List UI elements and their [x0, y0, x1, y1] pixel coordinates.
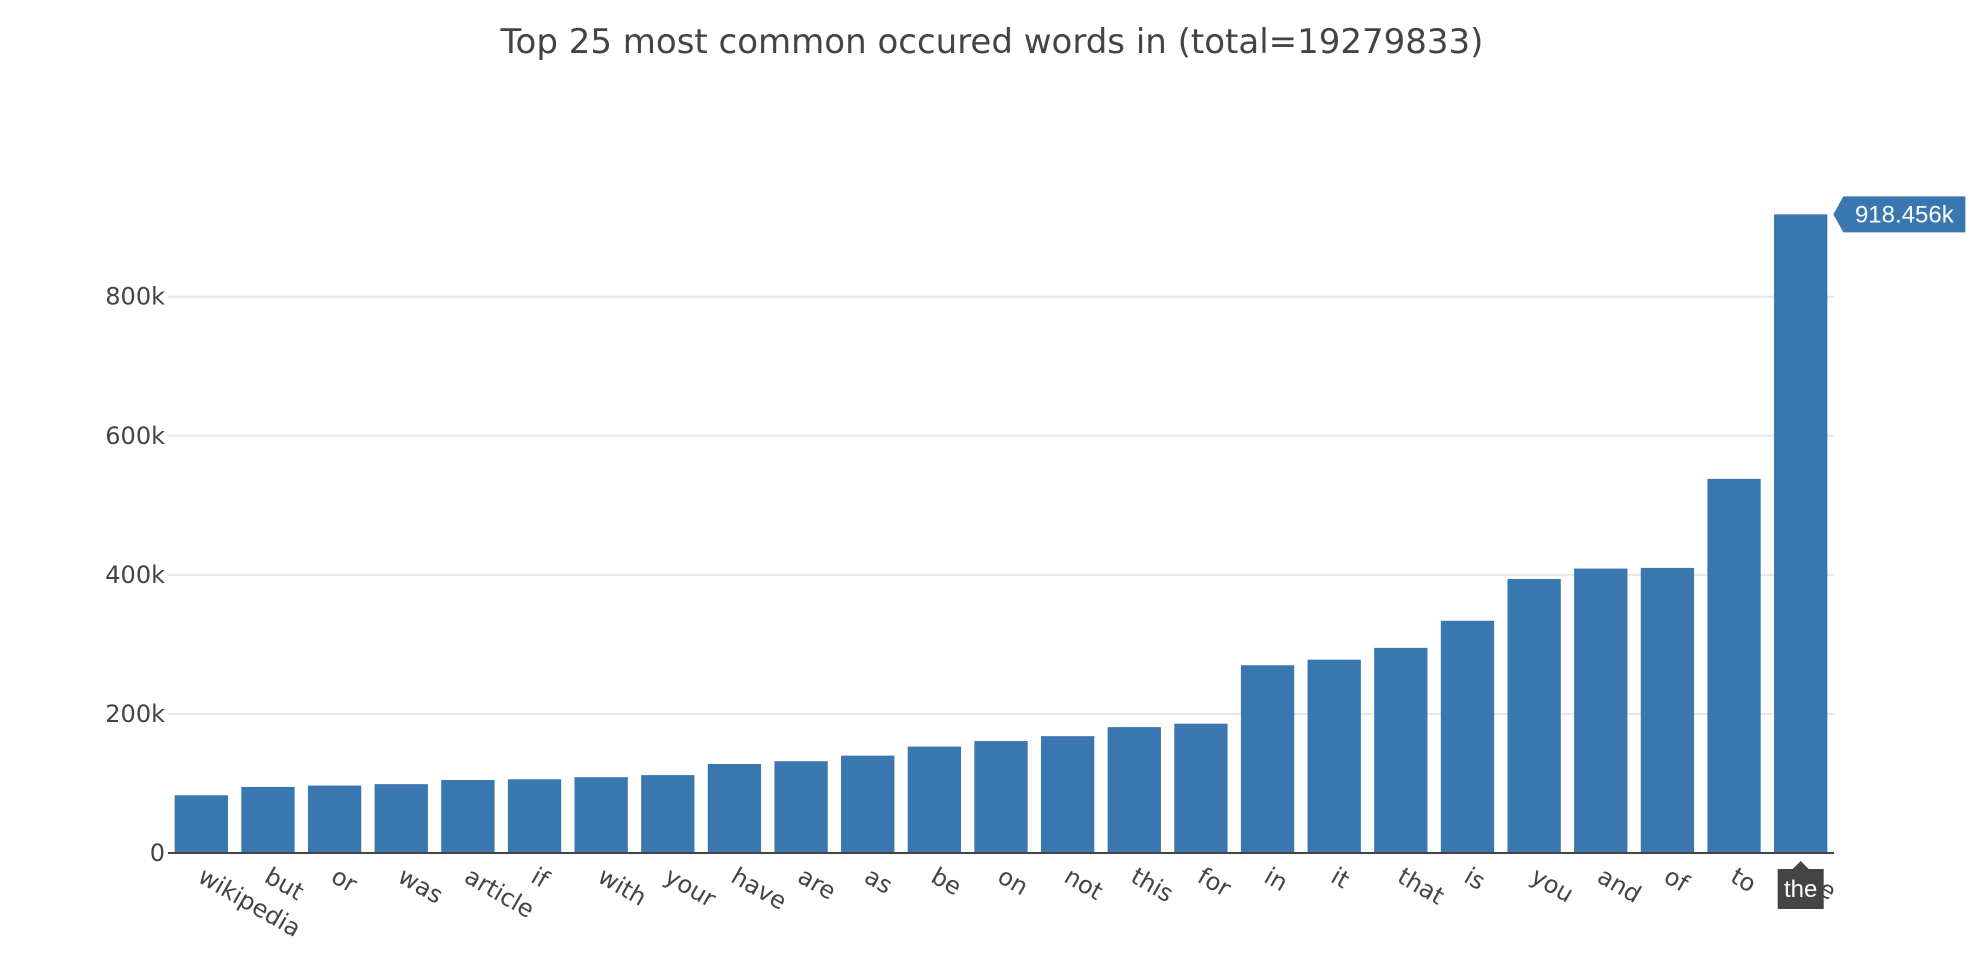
- bar-have[interactable]: [707, 763, 762, 853]
- x-tick-label: be: [926, 862, 966, 901]
- bar-it[interactable]: [1307, 659, 1361, 853]
- chart-title: Top 25 most common occured words in (tot…: [500, 22, 1484, 62]
- bar-but[interactable]: [241, 786, 295, 853]
- bar-with[interactable]: [574, 777, 628, 853]
- bar-that[interactable]: [1374, 647, 1428, 853]
- x-tick-label: are: [793, 862, 841, 906]
- bar-wikipedia[interactable]: [174, 795, 228, 853]
- bar-for[interactable]: [1174, 723, 1228, 853]
- hover-value-label: 918.456k: [1855, 201, 1955, 228]
- bar-was[interactable]: [374, 784, 428, 853]
- x-tick-label: you: [1526, 862, 1578, 908]
- bar-on[interactable]: [974, 741, 1028, 853]
- bars: [174, 214, 1828, 853]
- x-tick-label: if: [527, 862, 555, 894]
- hover-value-box: [1833, 196, 1966, 233]
- bar-article[interactable]: [441, 779, 495, 853]
- x-tick-label: not: [1060, 862, 1108, 906]
- x-tick-label: that: [1393, 862, 1449, 911]
- x-tick-label: your: [660, 862, 721, 913]
- bar-to[interactable]: [1707, 478, 1761, 853]
- hover-x-label: the: [1784, 876, 1817, 903]
- bar-if[interactable]: [507, 779, 562, 853]
- bar-in[interactable]: [1240, 665, 1295, 853]
- x-tick-label: article: [460, 862, 539, 924]
- x-tick-label: with: [593, 862, 651, 912]
- bar-are[interactable]: [774, 761, 828, 853]
- x-tick-label: this: [1126, 862, 1178, 908]
- x-tick-label: or: [327, 862, 362, 899]
- y-tick-label: 800k: [105, 283, 165, 311]
- y-tick-label: 600k: [105, 422, 165, 450]
- y-tick-label: 0: [150, 839, 165, 867]
- bar-of[interactable]: [1640, 567, 1695, 853]
- x-tick-label: for: [1193, 862, 1236, 903]
- x-tick-label: it: [1326, 862, 1354, 894]
- y-tick-label: 200k: [105, 700, 165, 728]
- x-tick-label: as: [860, 862, 898, 900]
- x-tick-label: and: [1593, 862, 1646, 909]
- bar-and[interactable]: [1574, 568, 1628, 853]
- y-tick-label: 400k: [105, 561, 165, 589]
- hover-tooltip: 918.456k the: [1777, 196, 1966, 909]
- bar-the[interactable]: [1774, 214, 1828, 853]
- hover-x-box: [1777, 861, 1824, 909]
- x-tick-label: is: [1459, 862, 1490, 896]
- bar-this[interactable]: [1107, 727, 1161, 853]
- bar-as[interactable]: [841, 755, 895, 853]
- y-axis-ticks: 0 200k 400k 600k 800k: [105, 283, 165, 867]
- x-tick-label: was: [393, 862, 448, 910]
- bar-or[interactable]: [307, 785, 362, 853]
- bar-not[interactable]: [1040, 736, 1095, 853]
- x-tick-label: have: [726, 862, 791, 916]
- x-tick-label: of: [1659, 862, 1694, 898]
- bar-your[interactable]: [641, 775, 695, 853]
- x-tick-label: in: [1260, 862, 1293, 897]
- x-tick-label: on: [993, 862, 1033, 901]
- bar-you[interactable]: [1507, 579, 1561, 853]
- bar-is[interactable]: [1440, 620, 1495, 853]
- bar-be[interactable]: [907, 746, 962, 853]
- x-tick-label: to: [1726, 862, 1761, 898]
